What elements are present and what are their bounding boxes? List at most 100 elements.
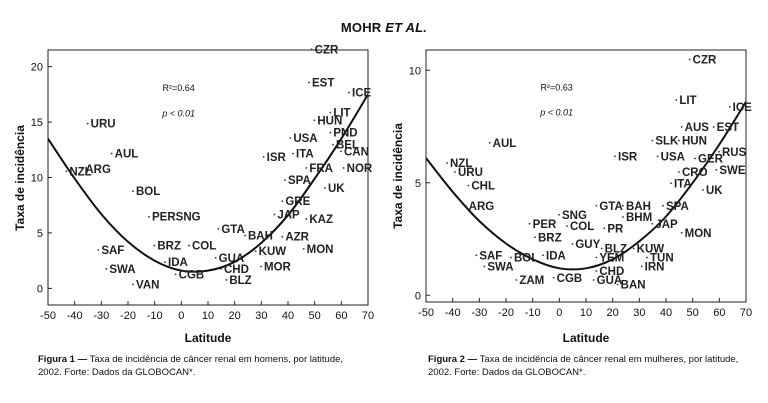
data-point (592, 279, 595, 281)
data-point (467, 184, 470, 187)
data-point (262, 155, 265, 158)
point-label: BEL (336, 140, 359, 152)
point-label: IRN (645, 262, 665, 274)
r-squared-label: R²=0.63 (541, 82, 573, 92)
x-tick-label: 30 (255, 310, 267, 322)
point-label: HUN (317, 115, 342, 127)
point-label: TUN (650, 253, 674, 265)
data-point (220, 267, 222, 270)
point-label: AUS (685, 122, 710, 134)
x-tick-label: 20 (229, 310, 241, 322)
data-point (254, 250, 257, 253)
p-value-label: p < 0.01 (539, 108, 573, 118)
data-point (313, 119, 316, 122)
data-point (281, 235, 284, 238)
data-point (332, 143, 334, 146)
p-value-label: p < 0.01 (161, 108, 195, 118)
header-authors: MOHR (340, 20, 382, 35)
point-label: SLK (655, 136, 679, 148)
x-tick-label: 40 (282, 310, 294, 322)
data-point (632, 247, 635, 250)
point-label: AUL (493, 138, 517, 150)
point-label: UK (328, 183, 345, 195)
x-tick-label: 0 (178, 310, 184, 322)
x-axis-title: Latitude (185, 331, 232, 345)
point-label: COL (192, 241, 216, 253)
chart-1-men: -50 -40 -30 -20 -10 0 10 20 30 40 50 60 70 0 5 10 15 20 La… (13, 44, 374, 345)
data-point (712, 126, 715, 128)
y-tick-label: 10 (31, 173, 43, 185)
data-point (678, 171, 680, 173)
point-label: BOL (136, 186, 160, 198)
data-point (225, 279, 228, 281)
point-label: NZL (69, 166, 91, 178)
y-tick-label: 10 (409, 65, 421, 77)
point-label: CHD (599, 266, 624, 278)
data-point (566, 225, 568, 227)
data-point (281, 200, 284, 203)
data-point (217, 228, 220, 230)
x-tick-label: -10 (525, 307, 541, 319)
data-point (305, 218, 308, 220)
point-label: SWA (109, 264, 135, 276)
point-label: NOR (347, 163, 373, 175)
point-label: ICE (733, 102, 753, 114)
point-label: BHM (626, 212, 652, 224)
point-label: USA (293, 133, 317, 145)
y-tick-label: 15 (31, 117, 43, 129)
fit-curve (426, 101, 746, 271)
page-header: MOHR ET AL. (0, 20, 768, 35)
data-point (148, 215, 150, 218)
data-point (646, 256, 648, 259)
data-point (164, 261, 166, 264)
data-point (188, 244, 190, 247)
point-label: BRZ (538, 232, 562, 244)
data-point (105, 267, 108, 270)
data-point (174, 273, 177, 276)
point-label: PND (333, 127, 357, 139)
data-point (475, 254, 478, 257)
x-axis-title: Latitude (563, 331, 610, 345)
point-label: SNG (562, 210, 587, 222)
x-tick-label: 60 (713, 307, 725, 319)
data-point (324, 187, 326, 189)
point-label: URU (458, 167, 483, 179)
point-label: AUL (115, 149, 139, 161)
point-label: IDA (546, 250, 566, 262)
y-tick-label: 20 (31, 62, 43, 74)
y-axis-title: Taxa de incidência (391, 123, 405, 229)
data-point (132, 283, 134, 286)
data-point (348, 91, 350, 94)
point-label: CGB (179, 269, 205, 281)
data-point (305, 167, 308, 169)
data-point (446, 162, 448, 164)
caption-text: Taxa de incidência de câncer renal em mu… (428, 354, 739, 378)
point-label: ARG (85, 164, 111, 176)
point-label: PER (533, 219, 557, 231)
point-label: CHD (224, 264, 249, 276)
point-label: PR (607, 223, 624, 235)
point-label: SPA (666, 201, 689, 213)
caption-label: Figura 2 — (428, 354, 478, 365)
point-label: GRE (285, 196, 310, 208)
x-tick-label: 10 (580, 307, 592, 319)
point-label: ISR (267, 152, 287, 164)
x-tick-label: 0 (556, 307, 562, 319)
point-label: BLZ (605, 244, 627, 256)
point-label: EST (717, 122, 739, 134)
point-label: ITA (674, 178, 692, 190)
x-tick-label: -20 (120, 310, 136, 322)
point-label: BAH (248, 231, 273, 243)
data-point (622, 204, 624, 207)
data-point (329, 111, 332, 114)
point-label: SAF (101, 245, 124, 257)
header-etal: ET AL. (385, 20, 428, 35)
point-label: AZR (285, 232, 309, 244)
caption-label: Figura 1 — (38, 354, 88, 365)
data-point (595, 204, 598, 207)
y-tick-label: 5 (37, 228, 43, 240)
point-label: GUA (219, 253, 245, 265)
point-label: KAZ (309, 214, 333, 226)
point-label: SAF (479, 250, 502, 262)
point-label: PERSNG (152, 212, 201, 224)
